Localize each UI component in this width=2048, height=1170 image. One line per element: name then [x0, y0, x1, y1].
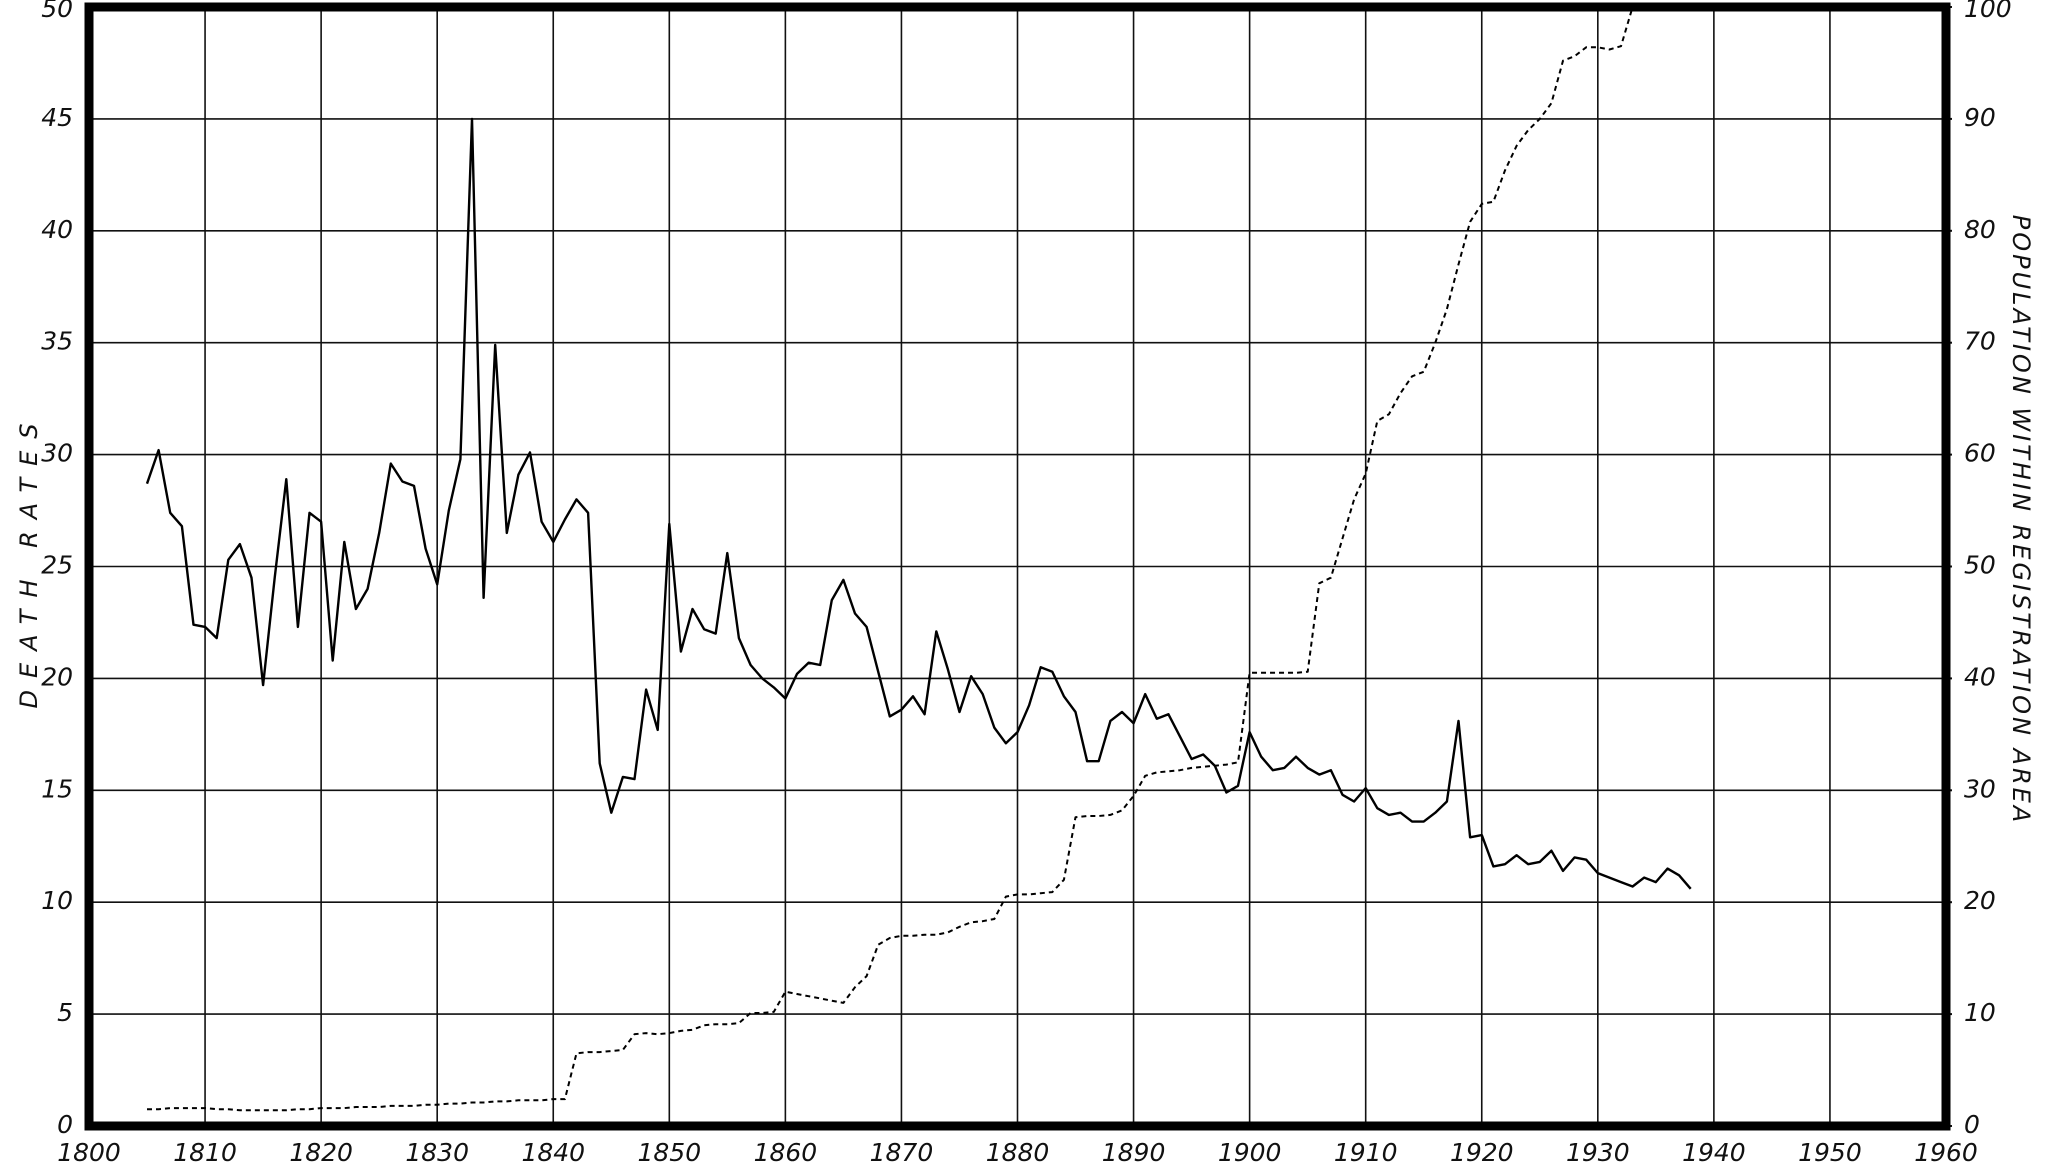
- y-tick-label: 0: [57, 1110, 73, 1139]
- y2-tick-label: 50: [1964, 551, 1996, 580]
- y-tick-label: 45: [41, 103, 73, 132]
- x-tick-label: 1920: [1450, 1138, 1514, 1167]
- y-tick-label: 25: [41, 551, 73, 580]
- y2-tick-label: 40: [1964, 662, 1996, 691]
- x-tick-label: 1840: [521, 1138, 585, 1167]
- x-tick-label: 1890: [1102, 1138, 1166, 1167]
- x-tick-label: 1940: [1682, 1138, 1746, 1167]
- x-tick-label: 1800: [57, 1138, 121, 1167]
- x-tick-label: 1910: [1334, 1138, 1398, 1167]
- y2-tick-label: 100: [1964, 0, 2012, 23]
- x-tick-label: 1860: [754, 1138, 818, 1167]
- x-tick-label: 1950: [1798, 1138, 1862, 1167]
- x-tick-label: 1880: [986, 1138, 1050, 1167]
- x-tick-label: 1850: [638, 1138, 702, 1167]
- x-tick-label: 1820: [289, 1138, 353, 1167]
- x-tick-label: 1870: [870, 1138, 934, 1167]
- y-tick-label: 5: [57, 998, 73, 1027]
- x-tick-label: 1900: [1218, 1138, 1282, 1167]
- plot-frame: [84, 2, 1951, 1131]
- y2-axis-title: POPULATION WITHIN REGISTRATION AREA: [2007, 215, 2035, 825]
- data-line: [145, 117, 1692, 890]
- x-tick-label: 1810: [173, 1138, 237, 1167]
- x-tick-label: 1830: [405, 1138, 469, 1167]
- y2-tick-label: 70: [1964, 327, 1996, 356]
- x-tick-label: 1960: [1914, 1138, 1978, 1167]
- y-tick-label: 40: [41, 215, 73, 244]
- data-line: [147, 6, 1634, 1112]
- y2-tick-label: 80: [1964, 215, 1996, 244]
- x-tick-label: 1930: [1566, 1138, 1630, 1167]
- y-tick-label: 20: [41, 662, 73, 691]
- y2-tick-label: 10: [1964, 998, 1996, 1027]
- y-tick-label: 15: [41, 774, 73, 803]
- y2-tick-label: 20: [1964, 886, 1996, 915]
- y-tick-label: 30: [41, 439, 73, 468]
- y2-tick-label: 90: [1964, 103, 1996, 132]
- y-tick-label: 35: [41, 327, 73, 356]
- y-tick-label: 10: [41, 886, 73, 915]
- y2-tick-label: 30: [1964, 774, 1996, 803]
- y-tick-label: 50: [41, 0, 73, 23]
- y2-tick-label: 60: [1964, 439, 1996, 468]
- y2-tick-label: 0: [1964, 1110, 1980, 1139]
- y-axis-title: DEATH RATES: [15, 411, 43, 708]
